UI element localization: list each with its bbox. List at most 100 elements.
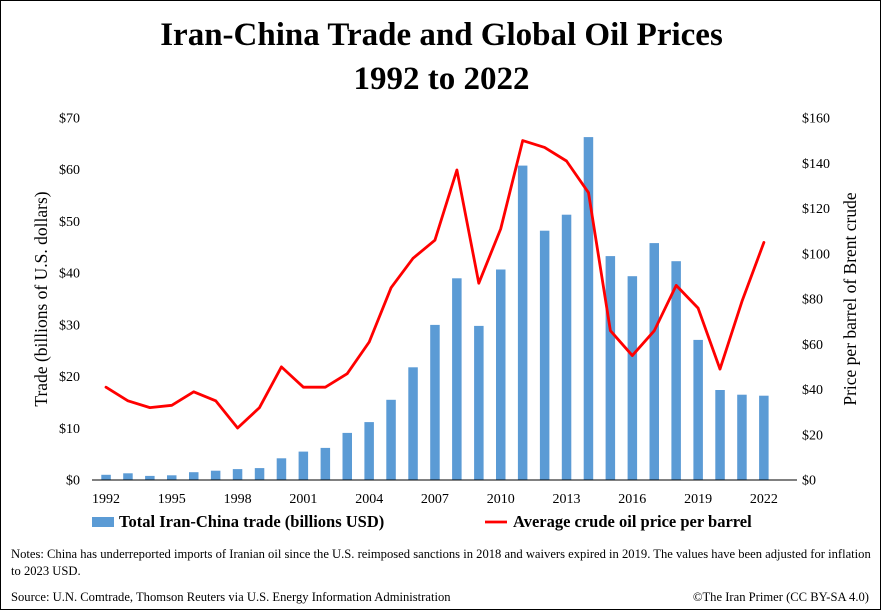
- line-point: [302, 386, 305, 389]
- bar: [517, 165, 528, 480]
- line-point: [477, 282, 480, 285]
- y-right-tick-label: $100: [802, 247, 830, 262]
- y-right-tick-label: $80: [802, 293, 823, 308]
- chart-source: Source: U.N. Comtrade, Thomson Reuters v…: [11, 590, 451, 604]
- y-right-tick-label: $120: [802, 202, 830, 217]
- chart-title-line2: 1992 to 2022: [353, 61, 530, 97]
- y-right-tick-label: $40: [802, 383, 823, 398]
- bar: [386, 399, 396, 480]
- legend-bar-swatch: [92, 517, 114, 527]
- bar: [737, 394, 747, 480]
- y-right-tick-label: $20: [802, 428, 823, 443]
- y-left-tick-label: $10: [59, 422, 80, 437]
- line-point: [433, 239, 437, 242]
- bar: [693, 339, 703, 480]
- bar: [627, 276, 638, 480]
- line-point: [411, 257, 415, 260]
- line-point: [170, 404, 173, 407]
- bar: [167, 475, 177, 480]
- chart-title-line1: Iran-China Trade and Global Oil Prices: [160, 17, 723, 53]
- bar: [210, 470, 221, 480]
- y-right-tick-label: $0: [802, 474, 816, 489]
- line-point: [324, 386, 327, 389]
- line-point: [762, 241, 766, 244]
- bar: [123, 473, 133, 480]
- bar-series: [101, 137, 769, 480]
- bar: [276, 458, 287, 480]
- bar: [583, 137, 594, 480]
- y-right-axis-label: Price per barrel of Brent crude: [840, 192, 860, 406]
- line-point: [609, 329, 612, 332]
- y-left-tick-label: $20: [59, 370, 80, 385]
- line-point: [280, 365, 283, 369]
- line-point: [368, 340, 371, 344]
- y-left-axis-label: Trade (billions of U.S. dollars): [31, 191, 51, 406]
- bar: [759, 395, 769, 480]
- line-point: [631, 354, 634, 357]
- bar: [715, 390, 725, 480]
- bar: [671, 261, 681, 480]
- bar: [430, 324, 440, 480]
- line-point: [346, 372, 349, 375]
- x-tick-label: 2007: [421, 492, 449, 507]
- line-point: [455, 168, 459, 172]
- y-left-tick-label: $30: [59, 318, 80, 333]
- y-left-tick-label: $50: [59, 215, 80, 230]
- x-tick-label: 2010: [487, 492, 515, 507]
- chart-credit: ©The Iran Primer (CC BY-SA 4.0): [692, 590, 869, 604]
- y-left-tick-label: $60: [59, 163, 80, 178]
- bar: [342, 432, 352, 480]
- line-point: [521, 139, 524, 142]
- bar: [452, 278, 462, 480]
- chart-notes: Notes: China has underreported imports o…: [11, 547, 871, 578]
- line-point: [740, 300, 744, 303]
- x-tick-label: 1995: [158, 492, 186, 507]
- x-tick-label: 2019: [684, 492, 712, 507]
- x-tick-label: 2013: [553, 492, 581, 507]
- x-tick-label: 2016: [618, 492, 646, 507]
- line-point: [675, 284, 678, 287]
- bar: [101, 474, 111, 480]
- line-point: [389, 286, 393, 289]
- bar: [254, 468, 265, 480]
- line-point: [587, 191, 590, 194]
- bar: [496, 269, 506, 480]
- x-tick-label: 1998: [224, 492, 252, 507]
- bar: [649, 243, 659, 480]
- x-tick-label: 2001: [289, 492, 317, 507]
- line-point: [543, 146, 546, 149]
- line-point: [718, 367, 722, 371]
- x-tick-label: 2004: [355, 492, 383, 507]
- line-point: [653, 329, 656, 332]
- bar: [145, 475, 155, 480]
- line-point: [126, 399, 130, 402]
- legend-line-label: Average crude oil price per barrel: [513, 512, 752, 531]
- line-point: [696, 306, 700, 310]
- y-right-tick-label: $60: [802, 338, 823, 353]
- chart-title: Iran-China Trade and Global Oil Prices 1…: [1, 13, 881, 101]
- line-point: [214, 399, 217, 402]
- legend-bar-label: Total Iran-China trade (billions USD): [119, 512, 384, 531]
- x-tick-label: 1992: [92, 492, 120, 507]
- axes: $0 $10 $20 $30 $40 $50 $60 $70 $0 $20 $40 $60 $80 $10…: [31, 112, 860, 508]
- y-left-tick-label: $0: [66, 474, 80, 489]
- bar: [605, 256, 616, 480]
- x-tick-label: 2022: [750, 492, 778, 507]
- line-point: [499, 227, 502, 231]
- line-point: [192, 390, 195, 393]
- bar: [298, 451, 309, 480]
- legend: Total Iran-China trade (billions USD) Ave…: [92, 512, 752, 531]
- line-point: [148, 406, 152, 409]
- bar: [474, 325, 484, 480]
- y-left-tick-label: $40: [59, 267, 80, 282]
- bar: [408, 367, 418, 480]
- bar: [539, 230, 550, 480]
- bar: [232, 469, 243, 480]
- y-left-tick-label: $70: [59, 112, 80, 127]
- bar: [561, 214, 572, 480]
- chart-plot: $0 $10 $20 $30 $40 $50 $60 $70 $0 $20 $40 $60 $80 $10…: [31, 112, 860, 532]
- line-series: [104, 139, 766, 430]
- line-point: [236, 426, 239, 430]
- line-point: [104, 386, 108, 389]
